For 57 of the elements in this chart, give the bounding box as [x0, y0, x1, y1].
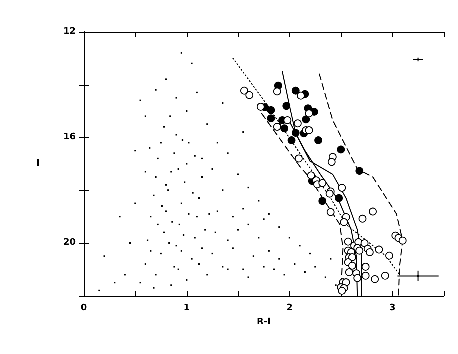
point: [360, 240, 369, 248]
point: [326, 208, 335, 216]
point: [297, 92, 305, 100]
point: [314, 136, 322, 144]
point: [318, 197, 327, 206]
x-tick-label: 0: [80, 304, 88, 314]
point: [340, 218, 348, 226]
point: [356, 246, 364, 255]
y-tick-label: 12: [63, 27, 76, 37]
point: [371, 275, 380, 284]
point: [398, 236, 407, 245]
y-tick-label: 20: [63, 238, 76, 248]
x-tick-label: 2: [286, 304, 293, 314]
point: [338, 287, 346, 295]
x-axis-title: R-I: [256, 318, 272, 328]
point: [292, 86, 300, 95]
point: [381, 272, 390, 280]
y-tick-label: 16: [63, 132, 76, 143]
point: [369, 208, 377, 216]
point: [375, 246, 384, 254]
point: [280, 124, 289, 133]
point: [328, 158, 336, 166]
point: [348, 262, 356, 270]
point: [338, 184, 346, 192]
x-tick-label: 1: [184, 304, 190, 314]
point: [318, 179, 327, 188]
point: [256, 103, 265, 111]
point: [354, 274, 362, 282]
point: [335, 194, 344, 202]
point: [386, 252, 394, 260]
point: [305, 110, 314, 118]
point: [305, 126, 314, 134]
point: [344, 238, 352, 246]
point: [302, 116, 310, 124]
point: [348, 254, 356, 262]
point: [240, 86, 248, 95]
point: [294, 120, 302, 128]
point: [273, 88, 282, 96]
point: [362, 263, 370, 271]
x-tick-label: 3: [389, 304, 396, 314]
point: [267, 106, 276, 114]
point: [282, 102, 291, 110]
point: [366, 248, 374, 256]
point: [345, 268, 354, 276]
point: [267, 114, 276, 123]
point: [292, 129, 300, 138]
point: [273, 123, 282, 131]
point: [356, 167, 364, 176]
y-axis-title: I: [36, 159, 40, 169]
point: [307, 172, 316, 180]
point: [246, 91, 254, 100]
point: [295, 154, 303, 163]
point: [362, 272, 370, 280]
point: [288, 136, 296, 144]
point: [358, 214, 367, 223]
point: [337, 146, 346, 154]
point: [284, 116, 292, 124]
